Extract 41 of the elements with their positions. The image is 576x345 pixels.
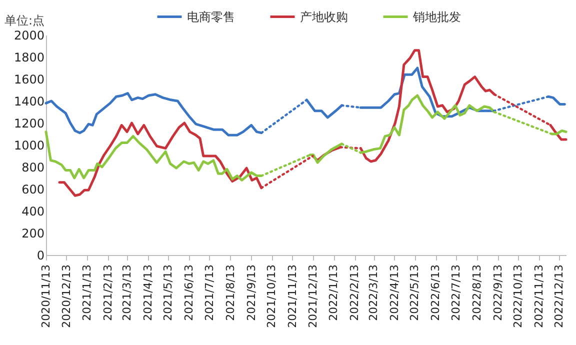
x-tick-label: 2021/9/13 <box>244 264 258 321</box>
x-tick-label: 2020/11/13 <box>40 264 52 328</box>
y-tick-label: 600 <box>22 182 44 196</box>
legend-label: 销地批发 <box>412 10 461 24</box>
x-tick-label: 2021/3/13 <box>120 264 134 321</box>
x-tick-label: 2022/1/13 <box>327 264 340 321</box>
x-tick-label: 2022/5/13 <box>408 264 422 321</box>
y-axis-title: 单位:点 <box>4 14 45 28</box>
y-tick-label: 800 <box>22 160 44 174</box>
y-tick-label: 1800 <box>14 50 44 64</box>
x-tick-label: 2022/8/13 <box>470 264 484 321</box>
x-tick-label: 2021/7/13 <box>202 264 216 321</box>
y-tick-label: 2000 <box>14 28 44 42</box>
x-tick-label: 2022/7/13 <box>449 264 462 321</box>
y-tick-label: 0 <box>36 248 44 262</box>
x-tick-label: 2020/12/13 <box>60 264 73 328</box>
x-tick-label: 2022/6/13 <box>429 264 442 321</box>
x-tick-label: 2021/2/13 <box>102 264 115 321</box>
x-tick-label: 2021/5/13 <box>162 264 175 321</box>
y-tick-label: 1200 <box>14 116 44 130</box>
x-tick-label: 2022/3/13 <box>367 264 380 321</box>
y-tick-label: 1600 <box>14 72 44 86</box>
x-tick-label: 2022/4/13 <box>388 264 401 321</box>
x-tick-label: 2021/8/13 <box>224 264 237 321</box>
legend-label: 电商零售 <box>187 10 235 24</box>
legend-label: 产地收购 <box>300 10 348 24</box>
y-tick-label: 200 <box>22 226 44 240</box>
y-tick-label: 1000 <box>14 138 44 152</box>
x-tick-label: 2022/12/13 <box>552 264 566 328</box>
x-tick-label: 2021/6/13 <box>182 264 196 321</box>
x-tick-label: 2021/10/13 <box>265 264 278 328</box>
x-tick-label: 2022/11/13 <box>532 264 546 328</box>
x-tick-label: 2022/2/13 <box>348 264 362 321</box>
x-tick-label: 2021/12/13 <box>306 264 320 328</box>
x-tick-label: 2022/9/13 <box>491 264 504 321</box>
y-tick-label: 1400 <box>14 94 44 108</box>
x-tick-label: 2021/11/13 <box>286 264 299 328</box>
x-tick-label: 2021/4/13 <box>141 264 154 321</box>
x-tick-label: 2021/1/13 <box>80 264 94 321</box>
y-tick-label: 400 <box>22 204 44 218</box>
x-tick-label: 2022/10/13 <box>512 264 525 328</box>
